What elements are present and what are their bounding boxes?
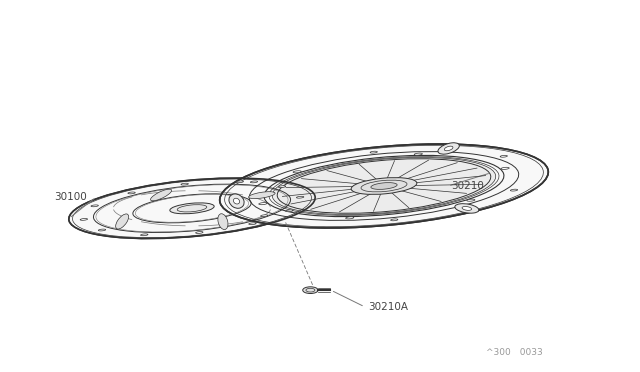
- Ellipse shape: [371, 183, 397, 189]
- Ellipse shape: [455, 204, 479, 213]
- Ellipse shape: [249, 223, 256, 225]
- Ellipse shape: [285, 210, 293, 212]
- Text: 30210: 30210: [451, 181, 484, 191]
- Ellipse shape: [99, 229, 106, 231]
- Ellipse shape: [500, 155, 508, 157]
- Ellipse shape: [370, 151, 378, 153]
- Ellipse shape: [220, 144, 548, 228]
- Ellipse shape: [467, 199, 475, 201]
- Ellipse shape: [150, 189, 172, 201]
- Ellipse shape: [259, 203, 267, 205]
- Ellipse shape: [293, 171, 301, 173]
- Ellipse shape: [272, 157, 496, 215]
- Ellipse shape: [303, 287, 318, 294]
- Ellipse shape: [444, 146, 453, 151]
- Ellipse shape: [278, 186, 285, 187]
- Ellipse shape: [91, 205, 99, 207]
- Ellipse shape: [511, 189, 518, 191]
- Ellipse shape: [346, 217, 354, 219]
- Ellipse shape: [116, 214, 129, 229]
- Ellipse shape: [248, 192, 275, 199]
- Ellipse shape: [462, 206, 472, 210]
- Ellipse shape: [141, 234, 148, 236]
- Ellipse shape: [250, 181, 257, 183]
- Ellipse shape: [351, 177, 417, 195]
- Ellipse shape: [128, 192, 135, 194]
- Ellipse shape: [234, 198, 239, 204]
- Ellipse shape: [170, 203, 214, 214]
- Ellipse shape: [218, 214, 228, 230]
- Ellipse shape: [69, 178, 315, 238]
- Ellipse shape: [196, 232, 203, 233]
- Ellipse shape: [229, 194, 244, 208]
- Ellipse shape: [390, 219, 398, 221]
- Ellipse shape: [236, 181, 243, 183]
- Ellipse shape: [80, 218, 88, 220]
- Ellipse shape: [260, 215, 268, 217]
- Ellipse shape: [414, 153, 422, 155]
- Ellipse shape: [438, 143, 460, 154]
- Ellipse shape: [501, 167, 509, 169]
- Ellipse shape: [296, 196, 304, 198]
- Text: 30100: 30100: [54, 192, 87, 202]
- Text: 30210A: 30210A: [368, 302, 408, 312]
- Ellipse shape: [181, 183, 188, 185]
- Text: ^300 0033: ^300 0033: [486, 348, 543, 357]
